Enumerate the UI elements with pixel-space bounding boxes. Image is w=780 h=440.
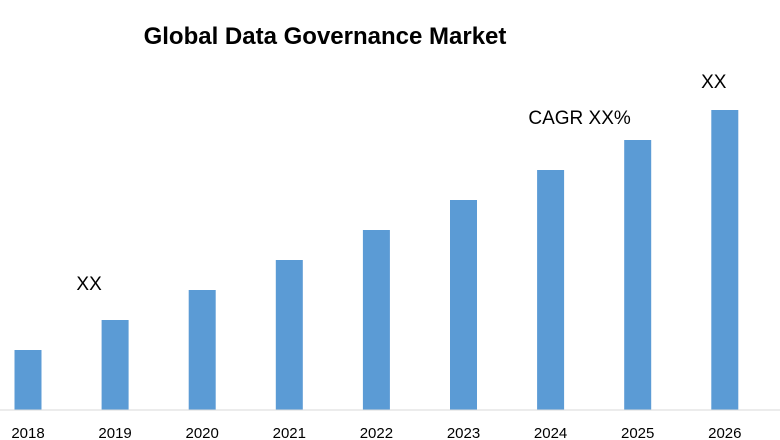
bar-2021 [275,260,303,410]
bar-2024 [537,170,565,410]
bar-2020 [188,290,216,410]
x-tick-label-2020: 2020 [186,425,219,440]
x-tick-label-2019: 2019 [98,425,131,440]
x-tick-label-2018: 2018 [11,425,44,440]
bar-2026 [711,110,739,410]
annotation-2: CAGR XX% [528,108,631,129]
x-tick-label-2026: 2026 [708,425,741,440]
annotation-3: XX [701,72,727,93]
x-tick-label-2025: 2025 [621,425,654,440]
bars-group [14,110,739,410]
bar-2022 [362,230,390,410]
annotation-1: XX [76,274,102,295]
chart-title: Global Data Governance Market [144,23,507,50]
x-tick-label-2022: 2022 [360,425,393,440]
x-tick-label-2023: 2023 [447,425,480,440]
x-tick-label-2024: 2024 [534,425,567,440]
bar-2019 [101,320,129,410]
bar-2023 [450,200,477,410]
bar-2018 [14,350,42,410]
x-tick-label-2021: 2021 [273,425,306,440]
bar-2025 [624,140,652,410]
x-tick-labels: 2018 2019 2020 2021 2022 2023 2024 2025 2026 [11,425,741,440]
annotations-group: XX CAGR XX% XX [76,72,726,295]
